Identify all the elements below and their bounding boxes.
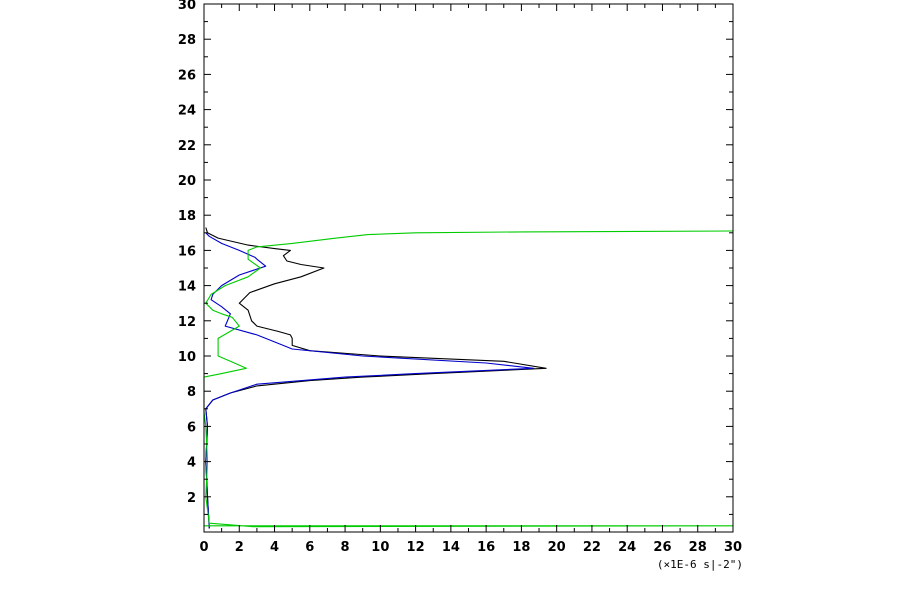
x-unit-label: (×1E-6 s|-2") bbox=[657, 558, 743, 571]
x-tick-label: 20 bbox=[548, 540, 566, 555]
series-line-3 bbox=[203, 230, 734, 528]
x-tick-label: 0 bbox=[199, 540, 208, 555]
y-tick-label: 14 bbox=[178, 280, 196, 295]
y-tick-label: 10 bbox=[178, 350, 196, 365]
y-tick-label: 20 bbox=[178, 174, 196, 189]
x-tick-label: 6 bbox=[305, 540, 314, 555]
y-tick-label: 16 bbox=[178, 244, 196, 259]
x-tick-label: 2 bbox=[235, 540, 244, 555]
series-line-2 bbox=[205, 232, 535, 529]
x-tick-label: 16 bbox=[477, 540, 495, 555]
series-layer bbox=[203, 227, 734, 529]
x-tick-label: 28 bbox=[689, 540, 707, 555]
x-tick-label: 30 bbox=[724, 540, 742, 555]
y-tick-label: 30 bbox=[178, 0, 196, 13]
y-tick-label: 24 bbox=[178, 104, 196, 119]
x-tick-label: 26 bbox=[653, 540, 671, 555]
tick-layer: 0 2 4 6 8 10 12 14 16 18 20 22 24 26 28 302468101214161… bbox=[178, 0, 742, 555]
x-tick-label: 10 bbox=[371, 540, 389, 555]
x-tick-label: 22 bbox=[583, 540, 601, 555]
x-tick-label: 24 bbox=[618, 540, 636, 555]
y-tick-label: 28 bbox=[178, 33, 196, 48]
y-tick-label: 22 bbox=[178, 139, 196, 154]
x-tick-label: 12 bbox=[407, 540, 425, 555]
y-tick-label: 2 bbox=[187, 491, 196, 506]
y-tick-label: 18 bbox=[178, 209, 196, 224]
series-line-1 bbox=[205, 227, 547, 529]
y-tick-label: 12 bbox=[178, 315, 196, 330]
y-tick-label: 26 bbox=[178, 68, 196, 83]
x-tick-label: 14 bbox=[442, 540, 460, 555]
x-tick-label: 8 bbox=[341, 540, 350, 555]
x-tick-label: 4 bbox=[270, 540, 279, 555]
plot-frame bbox=[203, 3, 734, 533]
y-tick-label: 4 bbox=[187, 456, 196, 471]
y-tick-label: 8 bbox=[187, 385, 196, 400]
x-tick-label: 18 bbox=[512, 540, 530, 555]
y-tick-label: 6 bbox=[187, 420, 196, 435]
